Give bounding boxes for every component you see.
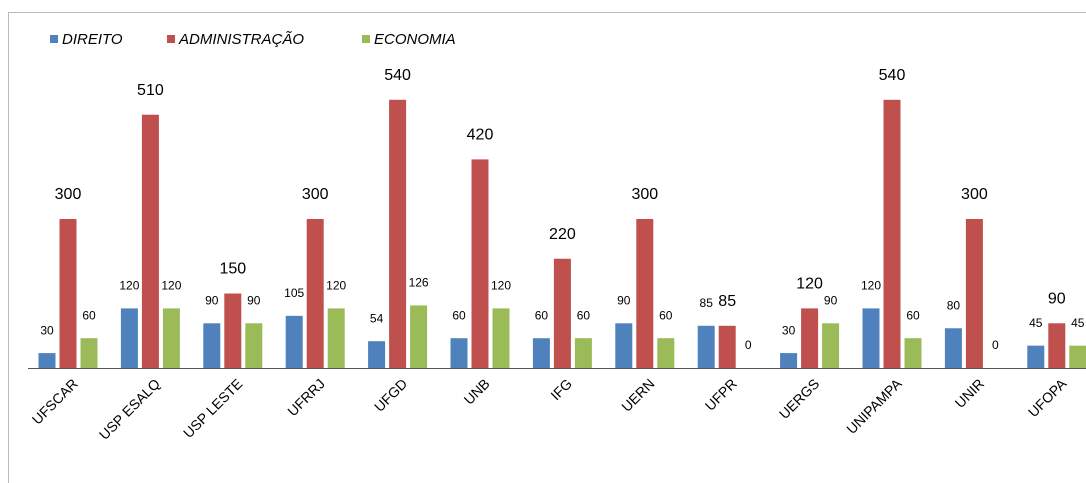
- data-label: 30: [782, 323, 796, 337]
- x-tick-label: UFRRJ: [284, 375, 328, 419]
- bar: [224, 293, 242, 368]
- data-label: 540: [879, 67, 906, 84]
- data-label: 120: [861, 279, 881, 293]
- bar: [285, 315, 303, 368]
- x-tick-label: UNIPAMPA: [843, 375, 905, 437]
- data-label: 300: [961, 186, 988, 203]
- x-tick-label: UNB: [461, 375, 493, 407]
- data-label: 60: [659, 308, 673, 322]
- bar: [120, 308, 138, 368]
- bar: [532, 338, 550, 368]
- bar: [162, 308, 180, 368]
- x-tick-label: UFSCAR: [29, 375, 81, 427]
- bar: [38, 353, 56, 368]
- data-label: 420: [467, 127, 494, 144]
- legend-swatch: [167, 35, 175, 43]
- data-label: 540: [384, 67, 411, 84]
- data-label: 85: [718, 293, 736, 310]
- data-label: 85: [700, 296, 714, 310]
- bar: [471, 159, 489, 368]
- bar: [245, 323, 263, 368]
- x-tick-label: IFG: [547, 375, 575, 403]
- bar: [1027, 345, 1045, 368]
- bar: [1069, 345, 1086, 368]
- bar: [615, 323, 633, 368]
- data-label: 120: [326, 279, 346, 293]
- bar: [780, 353, 798, 368]
- bar: [553, 258, 571, 368]
- data-label: 90: [617, 293, 631, 307]
- x-tick-label: USP LESTE: [180, 375, 246, 441]
- data-label: 60: [577, 308, 591, 322]
- data-label: 90: [205, 293, 219, 307]
- x-tick-label: UERN: [618, 375, 657, 414]
- bar: [636, 219, 654, 368]
- bar: [904, 338, 922, 368]
- bar: [203, 323, 221, 368]
- data-label: 0: [992, 338, 999, 352]
- bar: [327, 308, 345, 368]
- data-label: 90: [824, 293, 838, 307]
- data-label: 60: [906, 308, 920, 322]
- data-label: 54: [370, 311, 384, 325]
- x-tick-label: USP ESALQ: [96, 375, 163, 442]
- legend-label: ECONOMIA: [374, 31, 456, 48]
- data-label: 120: [119, 279, 139, 293]
- data-label: 105: [284, 286, 304, 300]
- legend-label: ADMINISTRAÇÃO: [178, 31, 304, 48]
- data-label: 120: [491, 279, 511, 293]
- data-label: 510: [137, 82, 164, 99]
- data-label: 120: [161, 279, 181, 293]
- data-label: 150: [219, 261, 246, 278]
- bar: [697, 325, 715, 368]
- bar: [801, 308, 819, 368]
- bar: [657, 338, 675, 368]
- bar: [965, 219, 983, 368]
- bar: [1048, 323, 1066, 368]
- bar: [492, 308, 510, 368]
- data-label: 90: [1048, 291, 1066, 308]
- data-label: 220: [549, 226, 576, 243]
- bar: [389, 99, 407, 369]
- x-tick-label: UFOPA: [1025, 375, 1070, 420]
- bar: [574, 338, 592, 368]
- x-tick-label: UFPR: [702, 375, 740, 413]
- data-label: 60: [82, 308, 96, 322]
- x-tick-label: UFGD: [371, 375, 410, 414]
- bar: [944, 328, 962, 368]
- bar: [883, 99, 901, 369]
- data-label: 90: [247, 293, 261, 307]
- data-label: 300: [55, 186, 82, 203]
- data-label: 126: [409, 276, 429, 290]
- data-label: 30: [40, 323, 54, 337]
- data-label: 300: [302, 186, 329, 203]
- data-label: 60: [452, 308, 466, 322]
- bar: [59, 219, 77, 368]
- bar: [862, 308, 880, 368]
- bar: [450, 338, 468, 368]
- data-label: 45: [1071, 316, 1085, 330]
- legend-swatch: [50, 35, 58, 43]
- data-label: 80: [947, 298, 961, 312]
- data-label: 120: [796, 276, 823, 293]
- bar: [822, 323, 840, 368]
- bar: [80, 338, 98, 368]
- data-label: 0: [745, 338, 752, 352]
- bar: [718, 325, 736, 368]
- data-label: 45: [1029, 316, 1043, 330]
- bar: [368, 341, 386, 368]
- legend-label: DIREITO: [62, 31, 123, 48]
- x-tick-label: UNIR: [952, 375, 988, 411]
- legend-swatch: [362, 35, 370, 43]
- data-label: 300: [631, 186, 658, 203]
- x-tick-label: UERGS: [776, 375, 823, 422]
- bar: [306, 219, 324, 368]
- bar: [141, 114, 159, 368]
- bar: [410, 305, 428, 368]
- data-label: 60: [535, 308, 549, 322]
